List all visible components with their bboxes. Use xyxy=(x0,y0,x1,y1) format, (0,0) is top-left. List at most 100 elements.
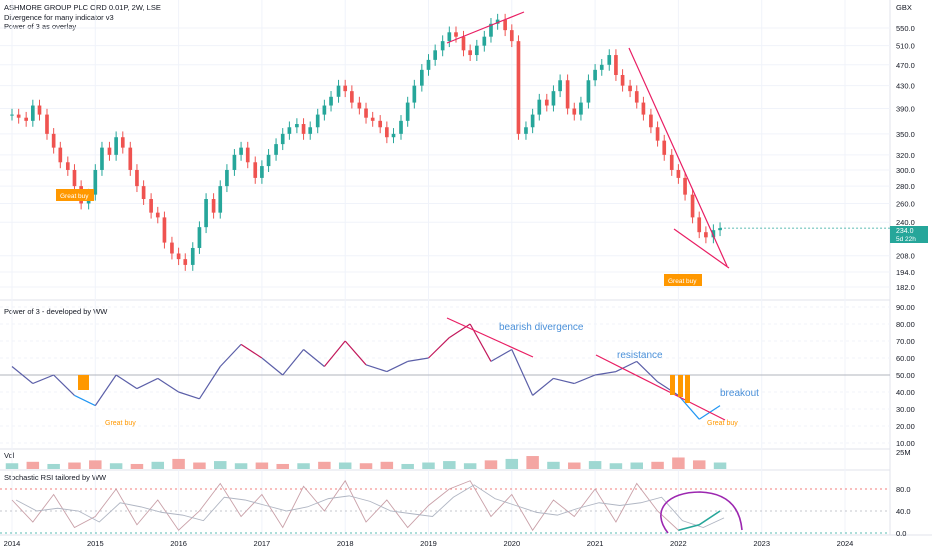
osc-tick-label: 20.00 xyxy=(896,422,915,431)
candle-body xyxy=(336,85,341,97)
indicator-name-2: Power of 3 as overlay xyxy=(4,22,76,31)
osc-buy-marker-4 xyxy=(685,375,690,403)
volume-bar xyxy=(588,461,602,469)
candle-body xyxy=(253,162,258,178)
candle-body xyxy=(58,147,63,163)
price-tick-label: 260.0 xyxy=(896,199,915,208)
volume-bar xyxy=(89,460,102,469)
stoch-d-line xyxy=(15,484,725,528)
time-tick-label: 2017 xyxy=(254,539,271,548)
time-tick-label: 2014 xyxy=(4,539,21,548)
candle-body xyxy=(579,102,583,115)
candle-body xyxy=(65,162,70,170)
candle-body xyxy=(295,124,299,128)
osc-line-segment xyxy=(657,381,679,396)
price-top-trendline[interactable] xyxy=(446,11,525,44)
candle-body xyxy=(197,227,202,248)
great-buy-label-2: Great buy xyxy=(668,278,697,285)
currency-label: GBX xyxy=(896,3,912,12)
osc-line-segment xyxy=(157,377,179,393)
candle-body xyxy=(260,166,264,178)
candle-body xyxy=(412,85,417,103)
time-tick-label: 2022 xyxy=(670,539,687,548)
candle-body xyxy=(51,133,56,148)
candle-body xyxy=(162,217,167,243)
osc-buy-marker-2 xyxy=(670,375,675,395)
candle-body xyxy=(287,127,292,134)
candle-body xyxy=(586,80,591,103)
candle-body xyxy=(280,133,285,145)
candle-body xyxy=(239,147,243,155)
volume-bar xyxy=(193,462,206,469)
last-price-value: 234.0 xyxy=(896,228,914,235)
osc-tick-label: 70.00 xyxy=(896,337,915,346)
candle-body xyxy=(509,30,514,42)
stoch-pane-title: Stochastic RSI tailored by WW xyxy=(4,473,107,482)
candle-body xyxy=(211,199,216,213)
candle-body xyxy=(107,147,112,155)
candle-body xyxy=(572,108,577,115)
osc-tick-label: 30.00 xyxy=(896,405,915,414)
osc-tick-label: 40.00 xyxy=(896,388,915,397)
osc-line-segment xyxy=(282,349,305,376)
osc-line-segment xyxy=(115,374,138,390)
price-support-trendline[interactable] xyxy=(673,228,730,269)
price-tick-label: 510.0 xyxy=(896,42,915,51)
osc-line-segment xyxy=(615,360,638,373)
osc-buy-marker-1 xyxy=(78,375,89,390)
candle-body xyxy=(10,114,14,116)
candle-body xyxy=(461,36,466,51)
osc-resistance-line[interactable] xyxy=(595,354,726,421)
stoch-k-line xyxy=(11,479,721,532)
bearish-divergence-label: bearish divergence xyxy=(499,322,584,333)
candle-body xyxy=(176,253,181,260)
candle-body xyxy=(100,147,104,170)
candle-body xyxy=(149,199,153,213)
osc-tick-label: 90.00 xyxy=(896,303,915,312)
candle-body xyxy=(315,114,320,128)
candle-body xyxy=(225,169,229,187)
osc-line-segment xyxy=(11,366,34,384)
candle-body xyxy=(420,69,424,86)
price-tick-label: 300.0 xyxy=(896,166,915,175)
price-resistance-trendline[interactable] xyxy=(628,47,728,267)
candles-group xyxy=(10,13,890,271)
stoch-circle-annotation[interactable] xyxy=(660,491,743,534)
osc-line-segment xyxy=(636,360,658,383)
candle-body xyxy=(30,105,35,121)
candle-body xyxy=(495,19,500,24)
volume-bar xyxy=(484,460,498,469)
price-tick-label: 320.0 xyxy=(896,151,915,160)
osc-line-segment xyxy=(32,374,54,385)
candle-body xyxy=(385,127,389,138)
last-price-tag xyxy=(890,226,928,243)
candle-body xyxy=(128,147,133,170)
candle-body xyxy=(468,50,472,56)
candle-body xyxy=(440,41,445,51)
time-tick-label: 2024 xyxy=(837,539,854,548)
osc-tick-label: 50.00 xyxy=(896,371,915,380)
candle-body xyxy=(93,169,98,195)
volume-bar xyxy=(505,458,519,469)
osc-line-segment xyxy=(323,340,346,367)
candle-body xyxy=(537,99,542,115)
stoch-tick-label: 80.0 xyxy=(896,485,911,494)
osc-tick-label: 10.00 xyxy=(896,439,915,448)
candle-body xyxy=(530,114,535,128)
candle-body xyxy=(489,23,493,37)
great-buy-callout-1 xyxy=(56,189,94,201)
candle-body xyxy=(683,177,687,195)
bearish-divergence-line[interactable] xyxy=(446,317,534,358)
candle-body xyxy=(16,114,21,118)
volume-bar xyxy=(380,461,394,469)
candle-body xyxy=(232,154,237,170)
volume-bar xyxy=(672,457,685,469)
candle-body xyxy=(662,140,667,155)
osc-line-segment xyxy=(553,377,575,385)
candle-body xyxy=(718,228,722,231)
volume-bar xyxy=(297,463,310,469)
volume-bar xyxy=(692,460,706,469)
osc-line-segment xyxy=(178,391,200,400)
candle-body xyxy=(697,217,702,233)
candle-body xyxy=(690,194,695,218)
